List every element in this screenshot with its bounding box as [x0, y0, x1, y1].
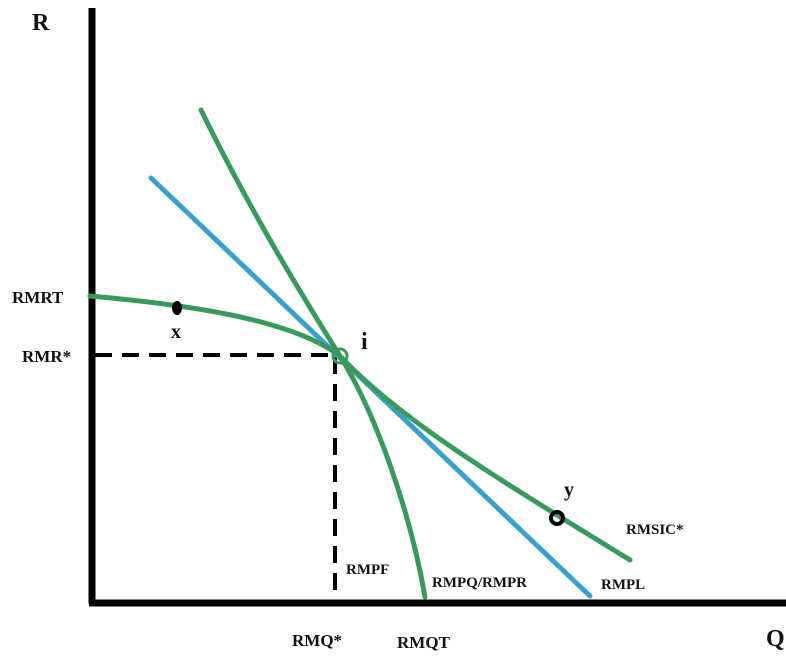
rmpf-label: RMPF [346, 562, 389, 578]
rmpl-label: RMPL [601, 577, 645, 593]
point-i-label: i [361, 329, 368, 355]
point-y-label: y [564, 479, 574, 501]
rmrt-label: RMRT [12, 288, 64, 307]
rmsic-curve [337, 353, 633, 563]
rmsic-star-label: RMSIC* [626, 522, 684, 538]
rmqt-label: RMQT [397, 633, 451, 652]
rmpq-rmpr-label: RMPQ/RMPR [432, 575, 527, 591]
point-i-marker [331, 347, 349, 365]
y-axis-label: R [32, 10, 50, 36]
point-x-marker [172, 301, 182, 315]
rmrt-curve [87, 293, 343, 359]
rmq-star-label: RMQ* [292, 631, 342, 650]
rmr-star-label: RMR* [22, 347, 71, 366]
x-axis-label: Q [766, 626, 785, 652]
point-y-marker [549, 510, 565, 526]
point-x-label: x [171, 321, 181, 343]
